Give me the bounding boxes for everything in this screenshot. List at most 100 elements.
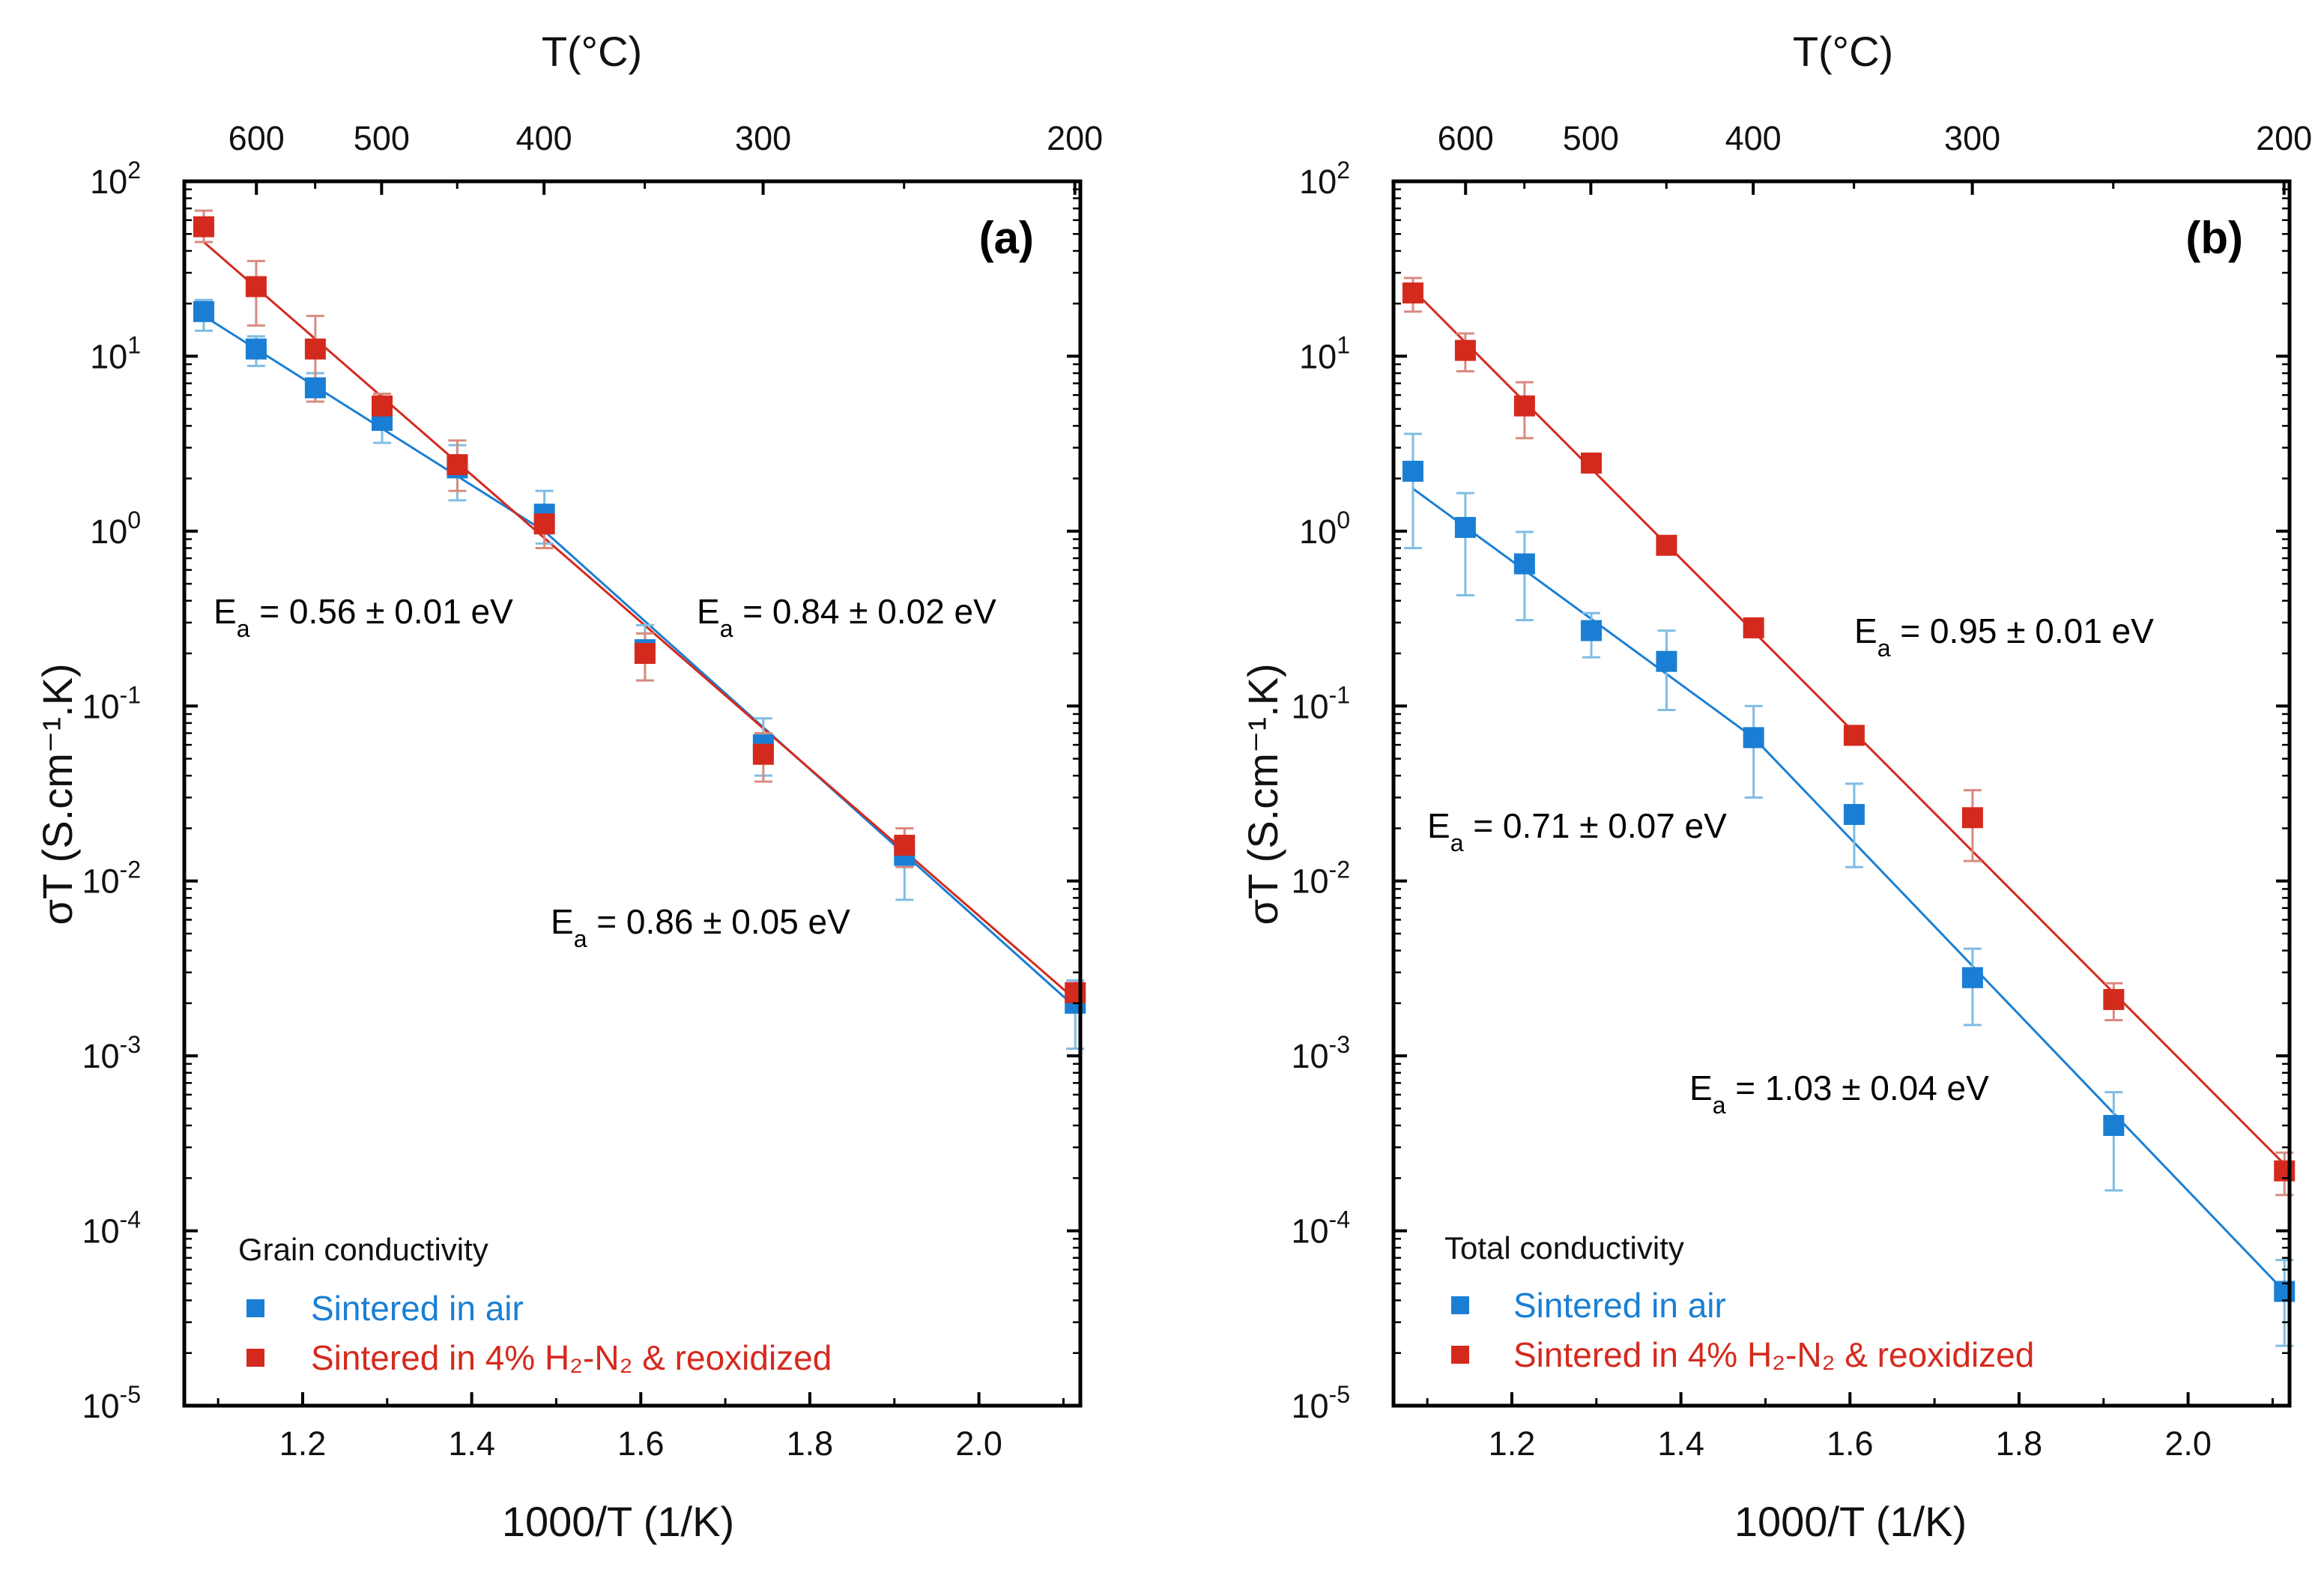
panel-b-top-tick-label: 400	[1725, 119, 1782, 157]
panel-a-x-tick-label: 2.0	[955, 1424, 1002, 1463]
panel-b-series-1-point	[1656, 534, 1677, 556]
panel-a-x-axis-title: 1000/T (1/K)	[502, 1498, 734, 1545]
panel-a-series-0-point	[304, 377, 326, 399]
panel-a-plot-layer	[193, 209, 1086, 1050]
panel-b-x-tick-label: 1.8	[1996, 1424, 2043, 1463]
panel-b-series-1-point	[1961, 807, 1983, 829]
panel-b-legend-marker-air	[1451, 1296, 1469, 1314]
panel-b-ea-annotation-1: Ea = 0.95 ± 0.01 eV	[1854, 611, 2154, 662]
panel-b-legend-title: Total conductivity	[1444, 1230, 1684, 1266]
panel-b-x-tick-label: 1.6	[1827, 1424, 1874, 1463]
panel-a-y-tick-label: 10-2	[82, 856, 141, 901]
panel-a-x-tick-label: 1.8	[787, 1424, 834, 1463]
panel-a-legend-label-air: Sintered in air	[311, 1289, 524, 1328]
panel-b-series-0-point	[1961, 967, 1983, 988]
panel-b-series-1-point	[1454, 339, 1476, 361]
panel-a-y-axis-title: σT (S.cm⁻¹.K)	[34, 663, 81, 925]
panel-b-series-0-fit-line	[1752, 737, 2286, 1293]
panel-b-letter: (b)	[2185, 213, 2243, 263]
panel-a-series-1-point	[752, 743, 774, 765]
panel-a-y-tick-label: 100	[90, 507, 141, 551]
panel-a-series-1-point	[894, 835, 916, 856]
panel-a-y-tick-label: 10-1	[82, 681, 141, 725]
panel-b-legend-label-reox: Sintered in 4% H₂-N₂ & reoxidized	[1513, 1335, 2034, 1374]
panel-b-top-tick-label: 600	[1438, 119, 1494, 157]
panel-b-series-0-point	[1454, 516, 1476, 538]
panel-b-tick-layer: 1.2 1.4 1.6 1.8 2.0 600 500 400 300 200 102 101 100 1…	[1291, 119, 2312, 1463]
panel-a-series-1-point	[447, 454, 468, 476]
panel-a-y-tick-label: 10-3	[82, 1031, 141, 1075]
panel-a-series-1-point	[193, 216, 214, 238]
panel-a-legend: Grain conductivity Sintered in air Sinte…	[238, 1232, 832, 1377]
panel-a-y-tick-label: 101	[90, 331, 141, 375]
panel-a-top-tick-label: 500	[354, 119, 410, 157]
panel-a-series-0-point	[245, 338, 267, 360]
panel-a-plot-frame	[182, 179, 1083, 1408]
panel-b-x-tick-label: 1.4	[1657, 1424, 1704, 1463]
panel-b-series-0-point	[1513, 553, 1535, 575]
panel-b-top-tick-label: 500	[1563, 119, 1619, 157]
panel-a-legend-title: Grain conductivity	[238, 1232, 488, 1267]
panel-a-series-1-fit-line	[202, 241, 1077, 1001]
panel-a-top-tick-label: 200	[1047, 119, 1103, 157]
panel-b-series-0-point	[1581, 620, 1603, 641]
panel-a-series-1-point	[245, 276, 267, 297]
panel-a-series-1-point	[533, 513, 555, 535]
panel-b-series-1-point	[2103, 988, 2125, 1010]
panel-b-series-0-point	[1656, 650, 1677, 672]
panel-b-y-tick-label: 10-5	[1291, 1381, 1350, 1425]
panel-a-series-1-point	[634, 643, 656, 665]
panel-b-ea-annotation-3: Ea = 1.03 ± 0.04 eV	[1689, 1068, 1989, 1119]
panel-a-legend-marker-air	[246, 1299, 264, 1317]
panel-b-legend-marker-reox	[1451, 1346, 1469, 1364]
panel-b-y-tick-label: 100	[1299, 507, 1350, 551]
panel-b-series-1-point	[1581, 453, 1603, 474]
panel-b-series-0-point	[1843, 803, 1865, 825]
panel-a-legend-marker-reox	[246, 1349, 264, 1367]
panel-a-top-tick-label: 400	[516, 119, 572, 157]
panel-a-y-tick-label: 10-5	[82, 1381, 141, 1425]
panel-a-tick-layer: 1.2 1.4 1.6 1.8 2.0 600 500 400 300 200 102 101 100 1…	[82, 119, 1103, 1463]
panel-b-plot-frame	[1391, 179, 2292, 1408]
panel-b-series-1-point	[1402, 282, 1423, 303]
panel-b-y-tick-label: 102	[1299, 157, 1350, 201]
panel-b-series-0-point	[1402, 460, 1423, 482]
panel-b-y-tick-label: 10-2	[1291, 856, 1350, 901]
panel-b-y-axis-title: σT (S.cm⁻¹.K)	[1239, 663, 1286, 925]
panel-a-top-tick-label: 600	[229, 119, 285, 157]
panel-b-y-tick-label: 10-4	[1291, 1206, 1350, 1251]
panel-b-series-1-point	[1513, 395, 1535, 417]
panel-b-series-1-point	[1843, 725, 1865, 746]
panel-b-top-tick-label: 300	[1944, 119, 2000, 157]
panel-a-series-1-point	[1065, 982, 1086, 1003]
panel-b-series-0-point	[2103, 1115, 2125, 1137]
panel-a-y-tick-label: 102	[90, 157, 141, 201]
panel-a-series-1-point	[304, 338, 326, 360]
panel-a-ea-annotation-3: Ea = 0.86 ± 0.05 eV	[551, 902, 850, 952]
panel-a-letter: (a)	[979, 213, 1034, 263]
panel-b-plot-layer	[1402, 276, 2296, 1347]
panel-b-series-1-point	[1743, 617, 1764, 638]
panel-b-x-axis-title: 1000/T (1/K)	[1734, 1498, 1967, 1545]
panel-a-series-0-point	[193, 300, 214, 322]
panel-b-legend: Total conductivity Sintered in air Sinte…	[1444, 1230, 2034, 1374]
panel-b-ea-annotation-2: Ea = 0.71 ± 0.07 eV	[1427, 806, 1727, 856]
panel-b-legend-label-air: Sintered in air	[1513, 1286, 1726, 1325]
panel-b-y-tick-label: 10-1	[1291, 681, 1350, 725]
panel-b-series-0-point	[1743, 727, 1764, 749]
panel-a-ea-annotation-2: Ea = 0.84 ± 0.02 eV	[697, 592, 996, 642]
panel-a-series-1-point	[372, 395, 393, 417]
panel-b-y-tick-label: 101	[1299, 331, 1350, 375]
panel-a-top-tick-label: 300	[735, 119, 791, 157]
panel-a-top-axis-title: T(°C)	[542, 28, 642, 75]
panel-b-top-tick-label: 200	[2256, 119, 2312, 157]
panel-b-x-tick-label: 2.0	[2164, 1424, 2212, 1463]
panel-b: 1.2 1.4 1.6 1.8 2.0 600 500 400 300 200 102 101 100 1…	[1239, 28, 2312, 1545]
panel-a-legend-label-reox: Sintered in 4% H₂-N₂ & reoxidized	[311, 1338, 832, 1377]
panel-b-y-tick-label: 10-3	[1291, 1031, 1350, 1075]
panel-a-x-tick-label: 1.6	[617, 1424, 665, 1463]
panel-b-top-axis-title: T(°C)	[1793, 28, 1893, 75]
panel-b-x-tick-label: 1.2	[1489, 1424, 1536, 1463]
panel-a-ea-annotation-1: Ea = 0.56 ± 0.01 eV	[214, 592, 513, 642]
